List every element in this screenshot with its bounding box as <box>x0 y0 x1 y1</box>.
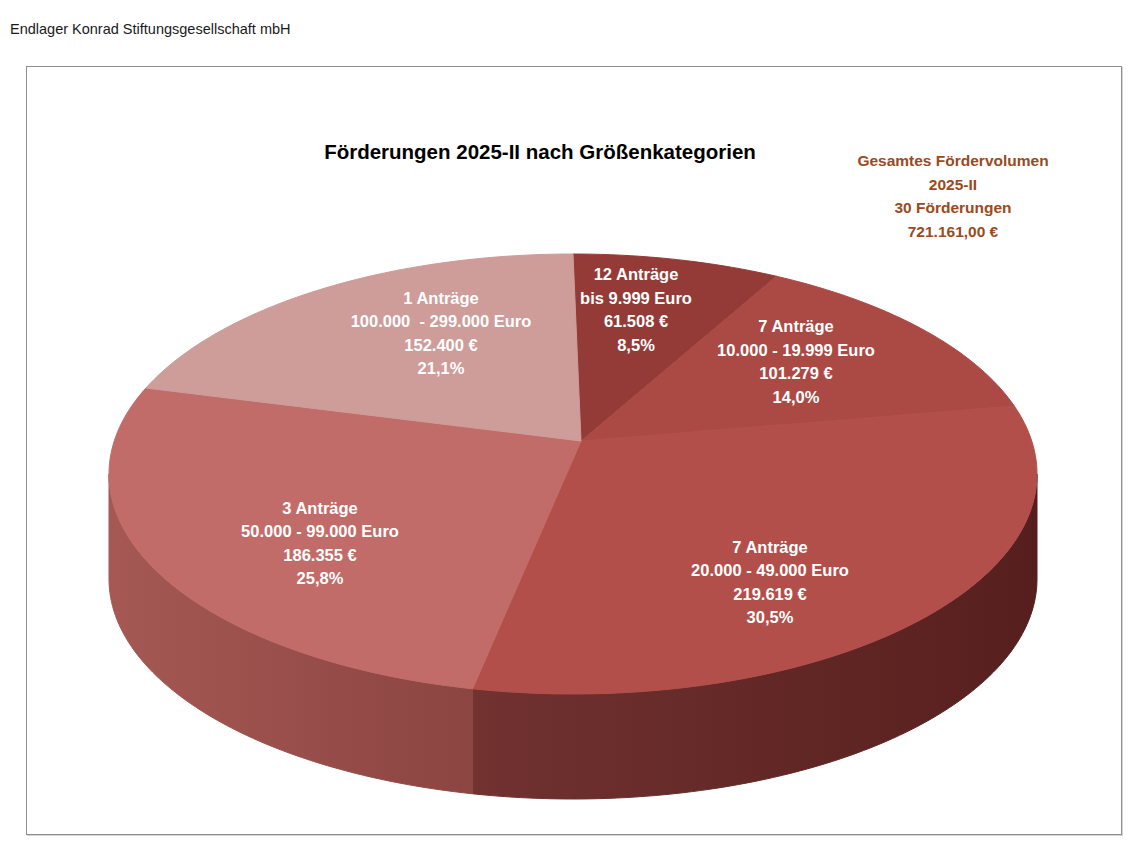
chart-area[interactable]: Förderungen 2025-II nach Größenkategorie… <box>26 66 1122 835</box>
slice-label-1-amount: 101.279 € <box>717 362 875 386</box>
slice-label-2-applications: 7 Anträge <box>691 536 849 560</box>
total-annotation-line-3: 30 Förderungen <box>857 196 1048 220</box>
slice-label-0[interactable]: 12 Anträgebis 9.999 Euro61.508 €8,5% <box>580 263 692 357</box>
total-annotation[interactable]: Gesamtes Fördervolumen 2025-II 30 Förder… <box>857 149 1048 243</box>
slice-label-1-percent: 14,0% <box>717 386 875 410</box>
total-annotation-line-2: 2025-II <box>857 173 1048 197</box>
slice-label-3-applications: 3 Anträge <box>241 497 399 521</box>
slice-label-3-range: 50.000 - 99.000 Euro <box>241 520 399 544</box>
company-title: Endlager Konrad Stiftungsgesellschaft mb… <box>10 21 291 37</box>
slice-label-2-range: 20.000 - 49.000 Euro <box>691 559 849 583</box>
chart-title[interactable]: Förderungen 2025-II nach Größenkategorie… <box>324 140 756 164</box>
slice-label-0-range: bis 9.999 Euro <box>580 287 692 311</box>
slice-label-4-applications: 1 Anträge <box>351 287 532 311</box>
slice-label-0-amount: 61.508 € <box>580 310 692 334</box>
slice-label-4-range: 100.000 - 299.000 Euro <box>351 310 532 334</box>
slice-label-3[interactable]: 3 Anträge50.000 - 99.000 Euro186.355 €25… <box>241 497 399 591</box>
total-annotation-line-1: Gesamtes Fördervolumen <box>857 149 1048 173</box>
slice-label-1[interactable]: 7 Anträge10.000 - 19.999 Euro101.279 €14… <box>717 315 875 409</box>
slice-label-1-applications: 7 Anträge <box>717 315 875 339</box>
slice-label-2-percent: 30,5% <box>691 606 849 630</box>
slice-label-1-range: 10.000 - 19.999 Euro <box>717 339 875 363</box>
slice-label-2[interactable]: 7 Anträge20.000 - 49.000 Euro219.619 €30… <box>691 536 849 630</box>
slice-label-3-percent: 25,8% <box>241 567 399 591</box>
slice-label-4[interactable]: 1 Anträge100.000 - 299.000 Euro152.400 €… <box>351 287 532 381</box>
slice-label-3-amount: 186.355 € <box>241 544 399 568</box>
slice-label-4-amount: 152.400 € <box>351 334 532 358</box>
slice-label-0-percent: 8,5% <box>580 334 692 358</box>
slice-label-4-percent: 21,1% <box>351 357 532 381</box>
total-annotation-line-4: 721.161,00 € <box>857 220 1048 244</box>
slice-label-0-applications: 12 Anträge <box>580 263 692 287</box>
slice-label-2-amount: 219.619 € <box>691 583 849 607</box>
